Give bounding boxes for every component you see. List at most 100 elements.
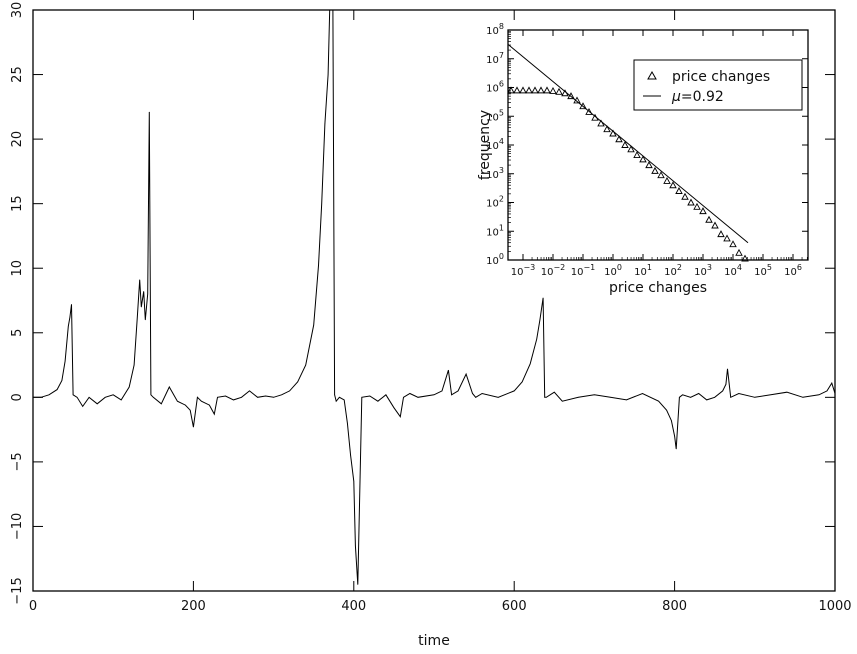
inset-y-tick-base: 10 <box>486 84 499 95</box>
price-series-point <box>177 400 178 402</box>
price-series-point <box>594 394 595 396</box>
price-series-point <box>725 384 727 385</box>
price-series-point <box>457 390 459 392</box>
inset-y-tick-exponent: 8 <box>499 22 504 31</box>
legend-box <box>633 59 803 111</box>
price-series-point <box>241 397 242 398</box>
price-series-point <box>472 393 473 394</box>
price-series-point <box>197 397 198 398</box>
y-tick-label: −10 <box>10 513 25 540</box>
price-series-point <box>353 480 355 482</box>
inset-y-tick-exponent: 6 <box>499 80 504 89</box>
price-series-point <box>706 399 707 401</box>
price-series-point <box>674 435 675 437</box>
inset-y-tick-base: 10 <box>486 199 499 210</box>
inset-y-tick-base: 10 <box>486 26 499 37</box>
price-series-point <box>147 293 148 295</box>
inset-triangle-point <box>603 125 611 133</box>
inset-y-axis-label: frequency <box>477 110 493 180</box>
inset-x-tick-exponent: −2 <box>553 263 565 272</box>
price-series-point <box>343 399 345 401</box>
inset-x-tick-label: 10−2 <box>541 263 566 278</box>
price-series-point <box>32 397 34 398</box>
price-series-point <box>71 304 72 305</box>
price-series-point <box>189 409 191 411</box>
inset-y-tick-label: 103 <box>486 166 504 181</box>
price-series-point <box>329 9 331 11</box>
price-series-point <box>562 400 563 402</box>
inset-triangle-point <box>729 240 737 248</box>
price-series-point <box>722 390 724 392</box>
inset-x-tick-exponent: 6 <box>797 263 802 272</box>
inset-triangle-point <box>675 187 683 194</box>
price-series-point <box>339 397 340 398</box>
inset-y-tick-base: 10 <box>486 141 499 152</box>
price-series-point <box>738 393 740 394</box>
price-series-point <box>675 448 677 450</box>
price-series-point <box>578 397 579 398</box>
price-series-point <box>666 409 667 411</box>
price-series-point <box>400 416 401 418</box>
price-series-point <box>730 397 732 398</box>
price-series-point <box>72 394 74 396</box>
price-series-point <box>128 386 130 388</box>
inset-x-tick-exponent: 0 <box>617 263 622 272</box>
inset-x-tick-exponent: 5 <box>767 263 772 272</box>
price-series-point <box>321 203 323 204</box>
price-series-point <box>324 123 326 124</box>
y-tick-label: 25 <box>10 66 25 83</box>
price-series-point <box>727 368 728 370</box>
price-series-point <box>403 397 404 398</box>
price-series-point <box>213 413 215 415</box>
inset-y-tick-label: 100 <box>486 252 504 267</box>
price-series-point <box>139 279 140 281</box>
price-series-point <box>542 297 544 299</box>
price-series-point <box>104 397 106 398</box>
price-series-point <box>233 399 234 401</box>
price-series-point <box>714 397 715 398</box>
price-series-point <box>481 393 483 394</box>
price-series-point <box>451 394 452 396</box>
price-series-point <box>497 397 499 398</box>
inset-x-tick-label: 103 <box>694 263 712 278</box>
price-series-point <box>120 399 122 401</box>
price-series-point <box>377 400 379 402</box>
legend-triangle-marker <box>647 70 657 80</box>
legend-label-price-changes: price changes <box>672 69 770 85</box>
price-series-point <box>536 338 537 340</box>
price-series-point <box>153 397 154 398</box>
inset-x-tick-base: 10 <box>541 267 554 278</box>
inset-x-tick-base: 10 <box>664 267 677 278</box>
inset-y-tick-label: 108 <box>486 22 504 37</box>
y-tick-label: 20 <box>10 131 25 148</box>
price-series-point <box>369 395 371 397</box>
inset-triangle-point <box>723 234 731 242</box>
inset-triangle-point <box>693 202 701 210</box>
price-series-point <box>433 394 435 396</box>
inset-triangle-point <box>633 151 641 159</box>
price-series-point <box>826 390 828 392</box>
y-tick-label: 0 <box>10 393 25 401</box>
inset-x-tick-label: 106 <box>784 263 802 278</box>
price-series-point <box>355 545 356 547</box>
inset-y-tick-base: 10 <box>486 170 499 181</box>
legend-mu-symbol: μ <box>671 89 681 105</box>
inset-triangle-point <box>585 107 593 115</box>
price-series-point <box>539 319 541 321</box>
inset-plot-frame <box>507 29 809 261</box>
inset-y-tick-label: 105 <box>486 108 504 123</box>
inset-triangle-point <box>645 161 653 169</box>
price-series-point <box>417 397 419 398</box>
price-series-point <box>265 395 266 397</box>
inset-x-tick-exponent: 2 <box>677 263 682 272</box>
price-series-point <box>554 391 555 393</box>
inset-y-tick-exponent: 0 <box>499 252 504 261</box>
inset-y-tick-label: 104 <box>486 137 504 152</box>
inset-triangle-point <box>597 119 605 127</box>
inset-y-tick-exponent: 4 <box>499 137 504 146</box>
inset-chart: 10−3 10−2 10−1 100 101 102 103 104 105 1061001011… <box>477 22 809 296</box>
price-series-point <box>112 394 114 396</box>
inset-x-tick-base: 10 <box>634 267 647 278</box>
inset-triangle-point <box>627 145 635 153</box>
inset-triangle-point <box>579 102 587 110</box>
